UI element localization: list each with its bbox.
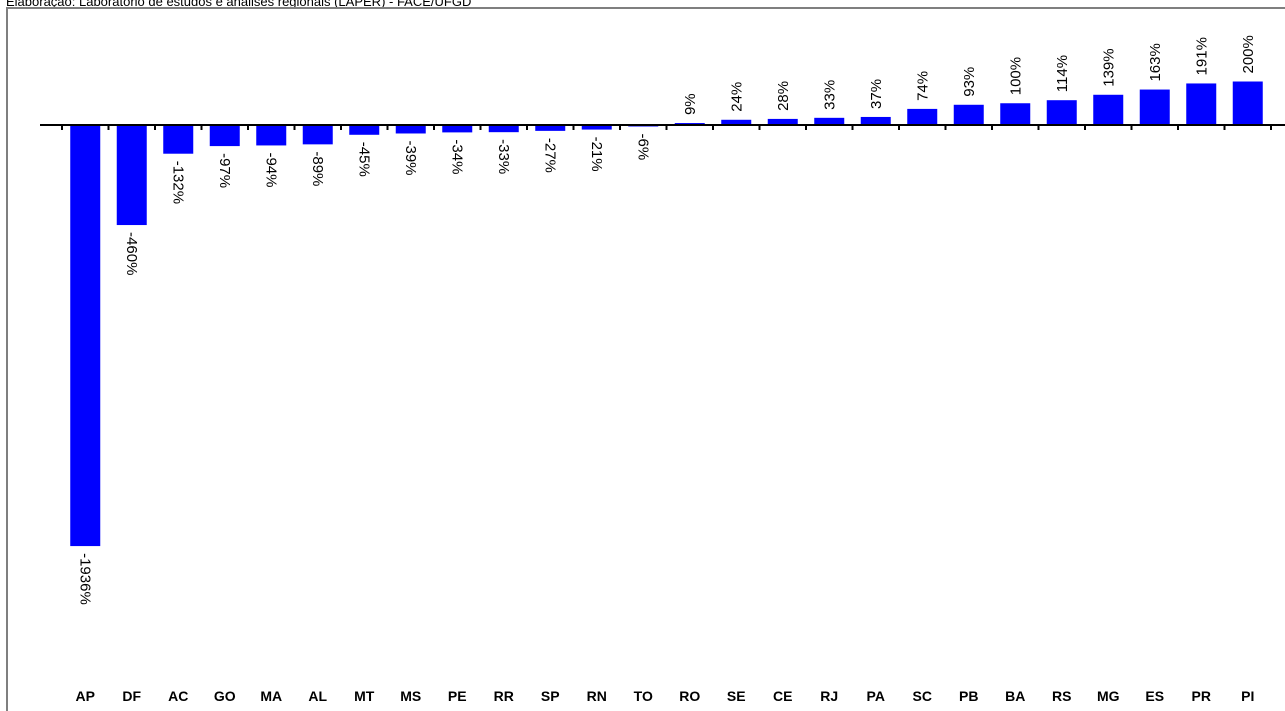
bar-se bbox=[721, 119, 752, 125]
value-label-rs: 114% bbox=[1054, 55, 1071, 92]
bar-sp bbox=[535, 125, 566, 131]
bars-group bbox=[70, 81, 1263, 547]
bar-sc bbox=[907, 108, 938, 125]
value-label-ce: 28% bbox=[775, 81, 792, 111]
value-label-ba: 100% bbox=[1007, 57, 1024, 95]
bar-rr bbox=[488, 125, 519, 133]
value-label-pb: 93% bbox=[961, 67, 978, 97]
bar-ac bbox=[163, 125, 194, 154]
value-label-rr: -33% bbox=[495, 139, 512, 174]
category-label-ma: MA bbox=[260, 688, 282, 704]
category-label-mg: MG bbox=[1097, 688, 1120, 704]
bar-pa bbox=[860, 116, 891, 125]
category-label-pb: PB bbox=[959, 688, 978, 704]
category-label-sp: SP bbox=[541, 688, 560, 704]
chart-frame bbox=[6, 7, 1285, 711]
bar-rs bbox=[1046, 100, 1077, 125]
category-label-rj: RJ bbox=[820, 688, 838, 704]
bar-pr bbox=[1186, 83, 1217, 125]
value-label-pr: 191% bbox=[1193, 37, 1210, 75]
category-label-go: GO bbox=[214, 688, 236, 704]
category-label-ba: BA bbox=[1005, 688, 1025, 704]
value-label-ms: -39% bbox=[402, 140, 419, 175]
value-label-al: -89% bbox=[309, 151, 326, 186]
bar-ce bbox=[767, 118, 798, 125]
x-axis bbox=[40, 124, 1285, 130]
category-label-pa: PA bbox=[867, 688, 885, 704]
category-label-rs: RS bbox=[1052, 688, 1071, 704]
bar-go bbox=[209, 125, 240, 147]
value-label-df: -460% bbox=[123, 232, 140, 275]
category-label-ce: CE bbox=[773, 688, 792, 704]
value-label-sc: 74% bbox=[914, 71, 931, 101]
category-label-es: ES bbox=[1145, 688, 1164, 704]
value-label-pe: -34% bbox=[448, 139, 465, 174]
bar-pe bbox=[442, 125, 473, 133]
category-label-al: AL bbox=[308, 688, 327, 704]
value-label-mg: 139% bbox=[1100, 48, 1117, 86]
value-label-ma: -94% bbox=[262, 152, 279, 187]
value-label-sp: -27% bbox=[541, 138, 558, 173]
category-label-se: SE bbox=[727, 688, 746, 704]
value-label-ap: -1936% bbox=[76, 553, 93, 605]
category-labels-group: AP DF AC GO MA AL MT MS PE RR SP RN TO RO SE CE RJ PA SC PB… bbox=[76, 688, 1255, 704]
bar-rj bbox=[814, 117, 845, 125]
category-label-pe: PE bbox=[448, 688, 467, 704]
bar-ma bbox=[256, 125, 287, 146]
bar-df bbox=[116, 125, 147, 226]
source-caption: Elaboração: Laboratório de estudos e aná… bbox=[6, 0, 472, 9]
value-label-ro: 9% bbox=[682, 93, 699, 115]
category-label-pr: PR bbox=[1192, 688, 1211, 704]
bar-ba bbox=[1000, 103, 1031, 125]
bar-es bbox=[1139, 89, 1170, 125]
category-label-rn: RN bbox=[587, 688, 607, 704]
category-label-ap: AP bbox=[76, 688, 95, 704]
category-label-df: DF bbox=[122, 688, 141, 704]
bar-mg bbox=[1093, 94, 1124, 125]
value-label-rn: -21% bbox=[588, 137, 605, 172]
bar-pb bbox=[953, 104, 984, 125]
category-label-sc: SC bbox=[913, 688, 932, 704]
value-labels-group: -1936% -460% -132% -97% -94% -89% -45% -39% -34%… bbox=[76, 35, 1257, 605]
value-label-mt: -45% bbox=[355, 142, 372, 177]
bar-ms bbox=[395, 125, 426, 134]
category-label-to: TO bbox=[634, 688, 653, 704]
bar-pi bbox=[1232, 81, 1263, 125]
category-label-mt: MT bbox=[354, 688, 375, 704]
value-label-pa: 37% bbox=[868, 79, 885, 109]
category-label-pi: PI bbox=[1241, 688, 1254, 704]
value-label-to: -6% bbox=[634, 134, 651, 161]
bar-al bbox=[302, 125, 333, 145]
category-label-rr: RR bbox=[494, 688, 514, 704]
value-label-pi: 200% bbox=[1240, 35, 1257, 73]
value-label-se: 24% bbox=[728, 82, 745, 112]
bar-ap bbox=[70, 125, 101, 547]
bar-rn bbox=[581, 125, 612, 130]
value-label-ac: -132% bbox=[169, 161, 186, 204]
bar-mt bbox=[349, 125, 380, 135]
value-label-es: 163% bbox=[1147, 43, 1164, 81]
value-label-rj: 33% bbox=[821, 80, 838, 110]
category-label-ro: RO bbox=[679, 688, 700, 704]
category-label-ms: MS bbox=[400, 688, 421, 704]
value-label-go: -97% bbox=[216, 153, 233, 188]
category-label-ac: AC bbox=[168, 688, 188, 704]
